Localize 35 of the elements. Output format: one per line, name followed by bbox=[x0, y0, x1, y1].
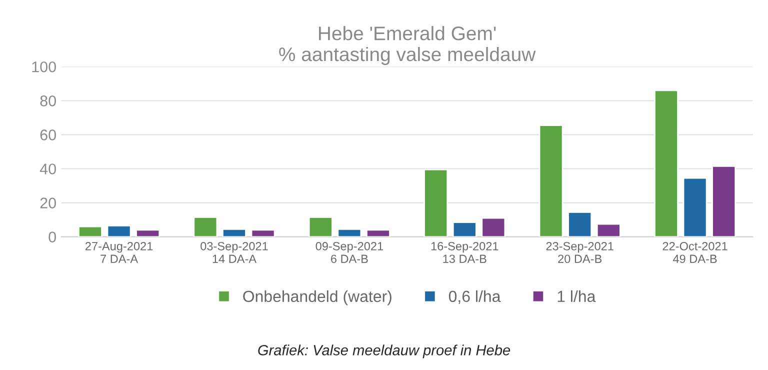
bar bbox=[136, 229, 160, 237]
y-tick-label: 100 bbox=[32, 61, 56, 72]
bar bbox=[596, 223, 621, 237]
bar bbox=[568, 211, 592, 237]
bar bbox=[78, 226, 102, 237]
x-tick-label: 16-Sep-2021 13 DA-B bbox=[431, 242, 498, 264]
bar bbox=[452, 222, 477, 237]
bar bbox=[424, 168, 448, 237]
text: Grafiek: Valse meeldauw proef in Hebe bbox=[258, 344, 510, 358]
x-tick-label: 27-Aug-2021 7 DA-A bbox=[86, 242, 153, 263]
x-tick-label: 23-Sep-2021 20 DA-B bbox=[546, 242, 614, 264]
bar bbox=[481, 217, 506, 237]
legend-label: 0,6 l/ha bbox=[448, 290, 501, 304]
y-tick-label: 40 bbox=[40, 164, 56, 174]
bar bbox=[654, 90, 678, 237]
y-tick-label: 0 bbox=[48, 232, 56, 242]
bar bbox=[337, 228, 362, 237]
legend-label: 1 l/ha bbox=[558, 290, 596, 302]
y-tick-label: 60 bbox=[40, 130, 56, 140]
x-tick-label: 09-Sep-2021 6 DA-B bbox=[316, 242, 383, 264]
bar bbox=[193, 216, 218, 237]
y-tick-label: 20 bbox=[40, 198, 56, 208]
bar bbox=[222, 228, 246, 237]
y-tick-label: 80 bbox=[40, 96, 56, 106]
bar bbox=[712, 165, 736, 237]
bar bbox=[250, 229, 276, 237]
chart-title: Hebe 'Emerald Gem' % aantasting valse meeldauw bbox=[279, 26, 536, 66]
x-tick-label: 22-Oct-2021 49 DA-B bbox=[662, 242, 728, 264]
bar bbox=[106, 225, 132, 237]
bar bbox=[682, 177, 708, 237]
x-tick-label: 03-Sep-2021 14 DA-A bbox=[200, 242, 268, 263]
bar bbox=[538, 124, 564, 237]
legend-label: Onbehandeld (water) bbox=[243, 290, 392, 306]
bar bbox=[308, 216, 333, 237]
bar bbox=[366, 229, 390, 237]
